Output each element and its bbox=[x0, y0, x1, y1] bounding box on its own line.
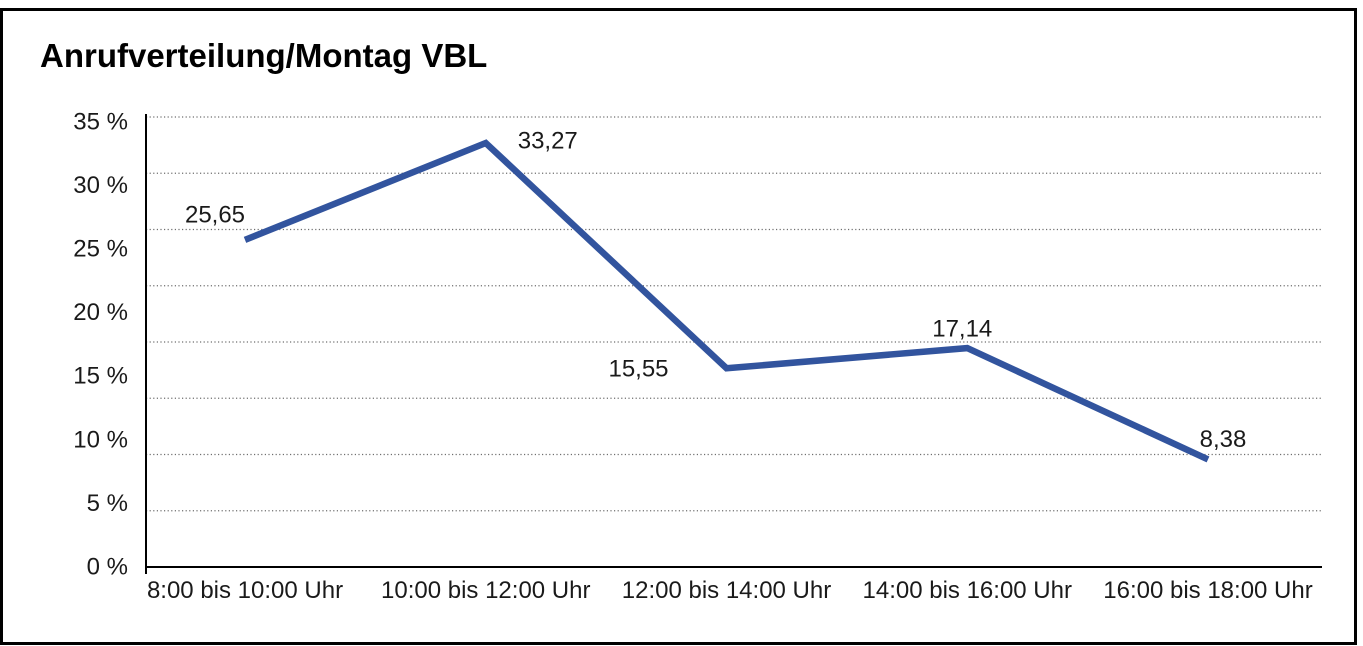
data-point-label: 8,38 bbox=[1200, 426, 1247, 453]
x-axis-category-label: 12:00 bis 14:00 Uhr bbox=[622, 577, 831, 604]
data-point-label: 33,27 bbox=[518, 127, 578, 154]
x-axis-category-label: 10:00 bis 12:00 Uhr bbox=[381, 577, 590, 604]
x-axis-category-label: 8:00 bis 10:00 Uhr bbox=[147, 577, 343, 604]
y-axis-tick-label: 20 % bbox=[73, 299, 128, 326]
y-axis-tick-label: 35 % bbox=[73, 108, 128, 135]
x-axis-category-label: 14:00 bis 16:00 Uhr bbox=[863, 577, 1072, 604]
y-axis-tick-label: 25 % bbox=[73, 236, 128, 263]
y-axis-tick-label: 15 % bbox=[73, 363, 128, 390]
data-point-label: 17,14 bbox=[932, 315, 992, 342]
y-axis-tick-label: 30 % bbox=[73, 172, 128, 199]
y-axis-tick-label: 0 % bbox=[87, 553, 128, 580]
y-axis-tick-label: 10 % bbox=[73, 426, 128, 453]
series-line bbox=[243, 139, 1210, 463]
data-point-label: 25,65 bbox=[185, 201, 245, 228]
chart-title: Anrufverteilung/Montag VBL bbox=[40, 37, 488, 74]
x-axis-category-label: 16:00 bis 18:00 Uhr bbox=[1103, 577, 1312, 604]
data-point-label: 15,55 bbox=[608, 356, 668, 383]
y-axis-tick-label: 5 % bbox=[87, 490, 128, 517]
